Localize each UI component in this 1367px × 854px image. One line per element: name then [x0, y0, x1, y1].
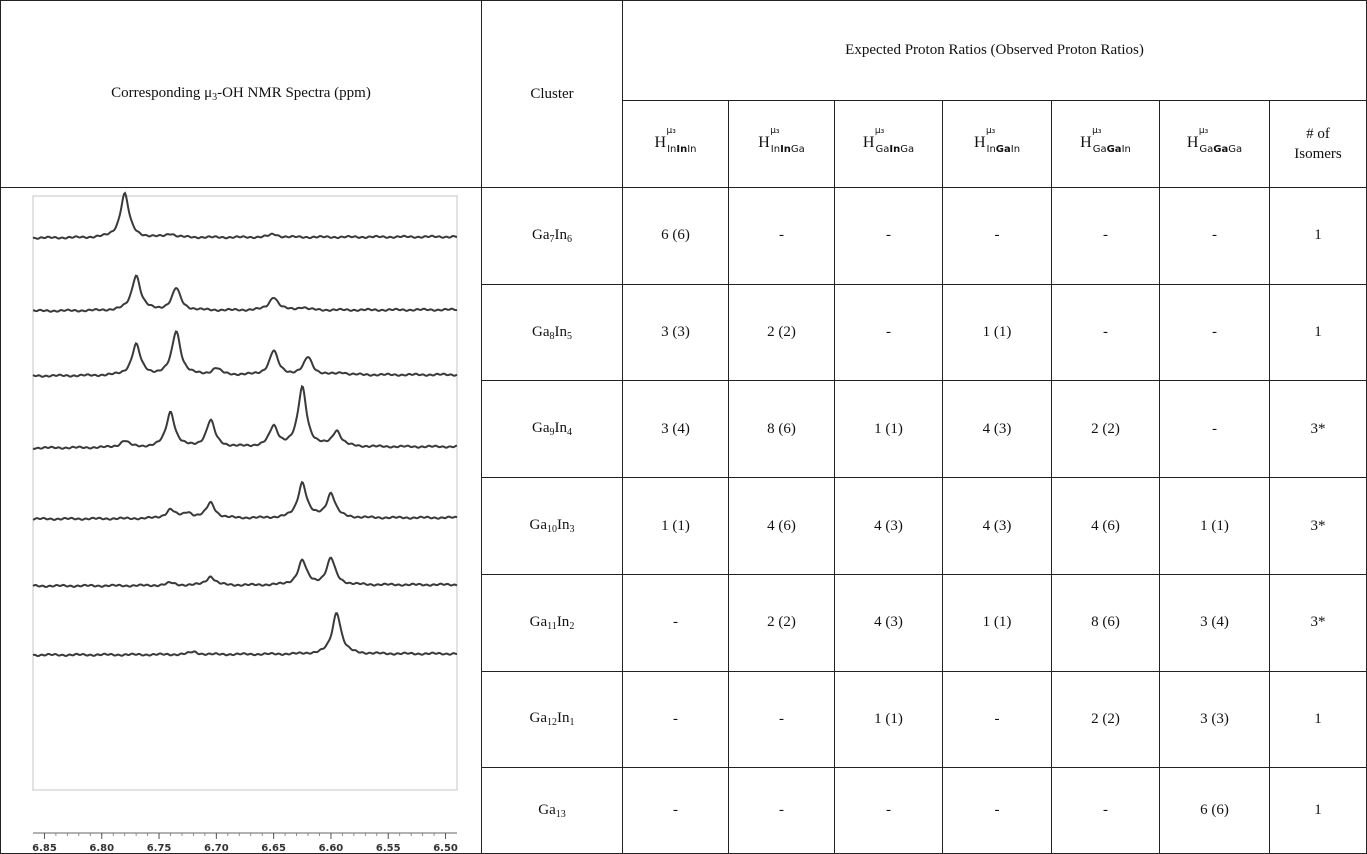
ratio-cell: 4 (3): [942, 477, 1052, 575]
ratio-cell: 1 (1): [1159, 477, 1270, 575]
ratio-cell: -: [942, 767, 1052, 854]
ratio-cell: -: [834, 187, 943, 285]
ratio-cell: 4 (3): [942, 380, 1052, 479]
ratio-cell: 1 (1): [834, 670, 943, 769]
cluster-cell: Ga12In1: [481, 670, 623, 769]
ratio-cell: -: [1159, 283, 1270, 382]
ratio-cell: 3 (4): [622, 380, 729, 479]
ratio-cell: -: [622, 767, 729, 854]
ratio-cell: -: [728, 187, 835, 285]
ratio-cell: -: [1159, 380, 1270, 479]
isomer-count-cell: 1: [1268, 187, 1367, 285]
ratio-cell: -: [1051, 283, 1160, 382]
cluster-cell: Ga8In5: [481, 283, 623, 382]
spectrum-trace-5: [32, 480, 458, 521]
isomer-count-cell: 1: [1268, 670, 1367, 769]
spectrum-trace-4: [32, 384, 458, 450]
ratios-header: Expected Proton Ratios (Observed Proton …: [621, 0, 1367, 101]
ratio-cell: -: [1051, 767, 1160, 854]
ratio-cell: 1 (1): [834, 380, 943, 479]
ratio-cell: -: [728, 670, 835, 769]
cluster-header: Cluster: [481, 0, 623, 188]
isomer-count-cell: 3*: [1268, 477, 1367, 575]
cluster-cell: Ga10In3: [481, 477, 623, 575]
ratio-cell: 4 (3): [834, 573, 943, 672]
ratio-cell: 1 (1): [622, 477, 729, 575]
ratio-cell: 2 (2): [728, 573, 835, 672]
ratio-cell: 6 (6): [1159, 767, 1270, 854]
isomer-count-cell: 3*: [1268, 573, 1367, 672]
isomer-count-cell: 3*: [1268, 380, 1367, 479]
spectrum-trace-7: [32, 612, 458, 658]
ratio-cell: 1 (1): [942, 573, 1052, 672]
isomer-count-cell: 1: [1268, 283, 1367, 382]
spectrum-trace-6: [32, 556, 458, 589]
ratio-cell: 8 (6): [728, 380, 835, 479]
spectrum-trace-3: [32, 330, 458, 378]
spectrum-trace-1: [32, 191, 458, 240]
ratio-cell: -: [1051, 187, 1160, 285]
cluster-cell: Ga13: [481, 767, 623, 854]
ratio-cell: 3 (3): [622, 283, 729, 382]
cluster-cell: Ga9In4: [481, 380, 623, 479]
ratio-cell: -: [622, 670, 729, 769]
ratio-cell: -: [834, 283, 943, 382]
ratio-cell: 2 (2): [1051, 670, 1160, 769]
ratio-cell: 8 (6): [1051, 573, 1160, 672]
isomer-count-cell: 1: [1268, 767, 1367, 854]
nmr-spectra-panel: 6.85 6.80 6.75 6.70 6.65 6.60 6.55 6.50: [0, 187, 482, 854]
ratio-cell: 6 (6): [622, 187, 729, 285]
spectra-frame: [32, 195, 458, 791]
ratio-cell: -: [1159, 187, 1270, 285]
ratio-cell: 4 (6): [728, 477, 835, 575]
ratio-cell: 3 (4): [1159, 573, 1270, 672]
ratio-cell: 2 (2): [1051, 380, 1160, 479]
cluster-cell: Ga11In2: [481, 573, 623, 672]
nmr-spectra-chart: 6.85 6.80 6.75 6.70 6.65 6.60 6.55 6.50: [32, 191, 458, 853]
ratio-cell: -: [728, 767, 835, 854]
ratio-cell: -: [622, 573, 729, 672]
ratio-cell: -: [942, 670, 1052, 769]
cluster-cell: Ga7In6: [481, 187, 623, 285]
ratio-cell: -: [942, 187, 1052, 285]
spectra-header: Corresponding μ3-OH NMR Spectra (ppm): [0, 0, 482, 188]
ratio-cell: 2 (2): [728, 283, 835, 382]
ratio-cell: -: [834, 767, 943, 854]
ratio-cell: 4 (6): [1051, 477, 1160, 575]
isomers-header: # of Isomers: [1268, 100, 1367, 188]
ratio-cell: 3 (3): [1159, 670, 1270, 769]
spectrum-trace-2: [32, 274, 458, 313]
ratio-cell: 4 (3): [834, 477, 943, 575]
ratio-cell: 1 (1): [942, 283, 1052, 382]
